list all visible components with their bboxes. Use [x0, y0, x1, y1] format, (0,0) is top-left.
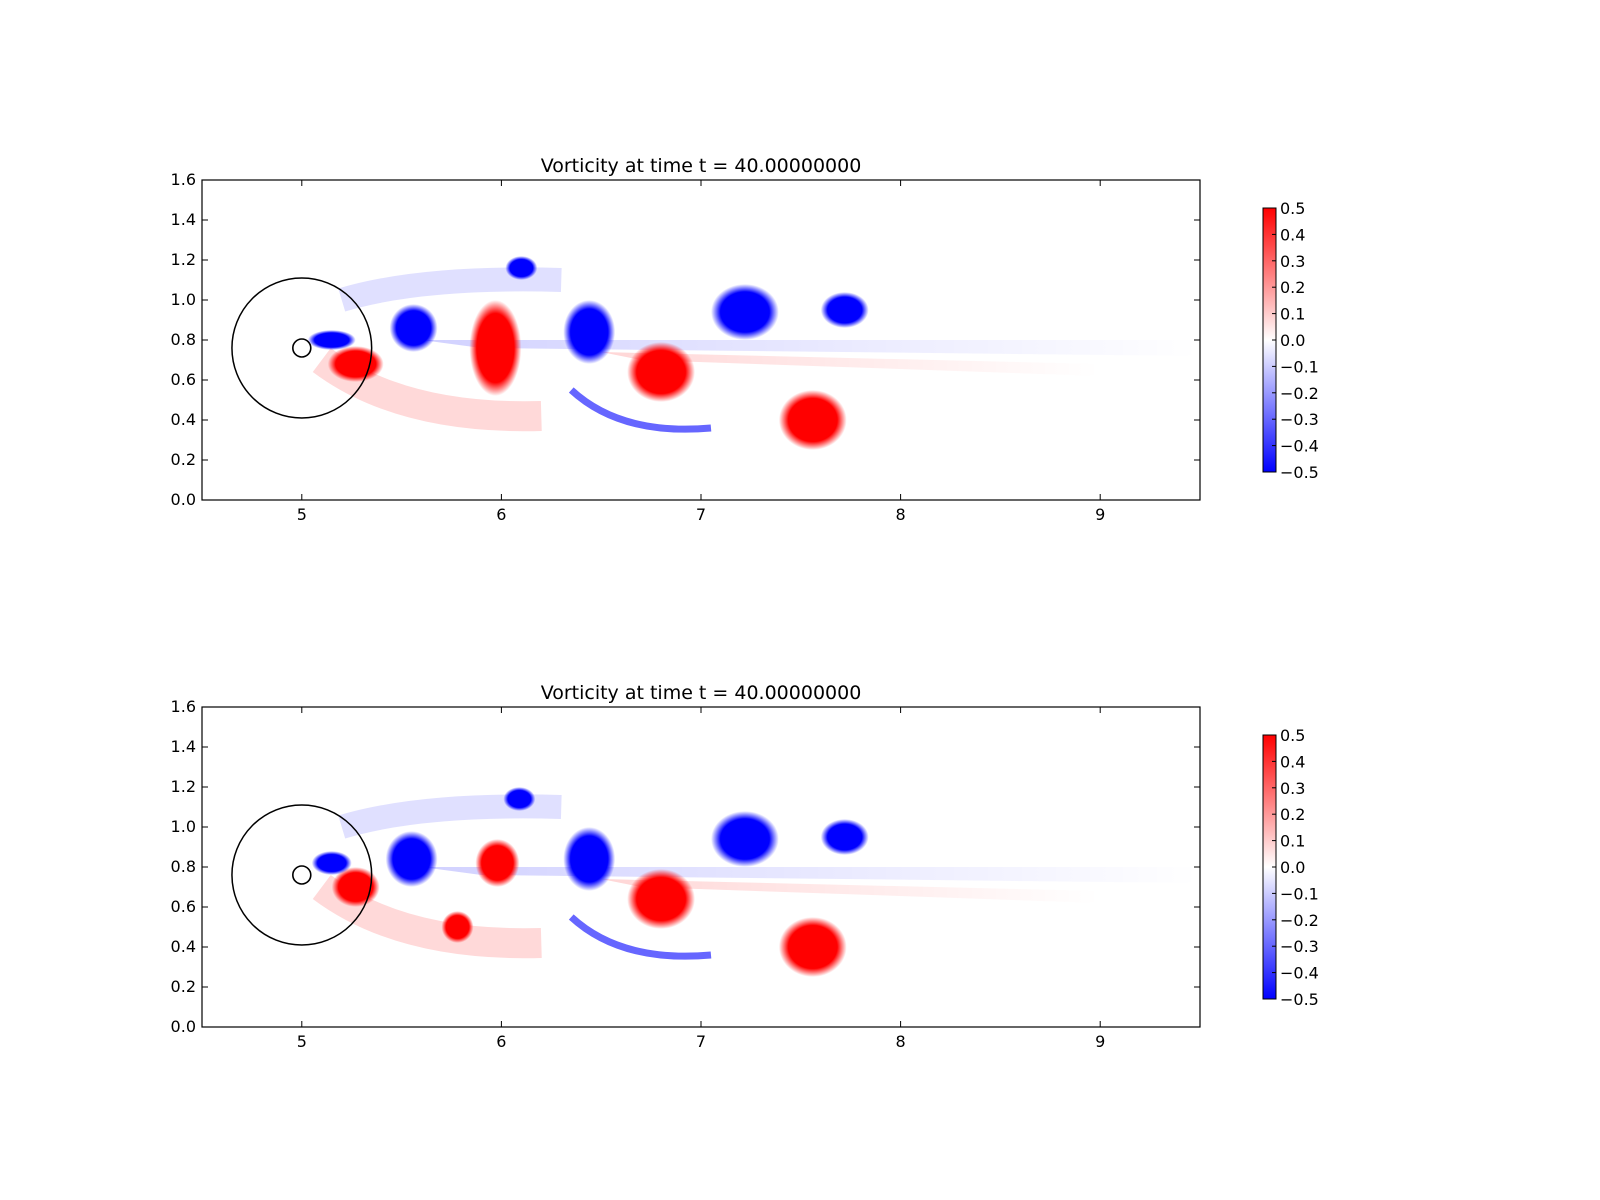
y-tick-label: 0.0	[171, 490, 196, 509]
colorbar-tick-label: −0.2	[1280, 384, 1319, 403]
y-tick-label: 1.4	[171, 737, 196, 756]
y-tick-label: 1.2	[171, 250, 196, 269]
colorbar-tick-label: 0.2	[1280, 805, 1305, 824]
colorbar-tick-label: 0.5	[1280, 726, 1305, 745]
colorbar-tick-label: −0.3	[1280, 937, 1319, 956]
vortex-positive	[778, 390, 847, 450]
x-tick-label: 8	[896, 505, 906, 524]
y-tick-label: 0.8	[171, 857, 196, 876]
x-tick-label: 5	[297, 505, 307, 524]
x-tick-label: 6	[496, 505, 506, 524]
vortex-negative	[820, 819, 869, 855]
y-tick-label: 0.4	[171, 410, 196, 429]
vorticity-plot-top: Vorticity at time t = 40.00000000 5 6 7 8 9 0.…	[171, 155, 1319, 524]
y-tick-label: 1.0	[171, 290, 196, 309]
vortex-positive	[475, 839, 520, 887]
wake-positive	[601, 879, 1101, 903]
colorbar-tick-label: 0.1	[1280, 832, 1305, 851]
vortex-negative	[710, 811, 779, 867]
colorbar-tick-label: 0.3	[1280, 779, 1305, 798]
y-tick-label: 0.2	[171, 977, 196, 996]
vorticity-plot-bottom: Vorticity at time t = 40.00000000 5 6 7 8 9 0.…	[171, 682, 1319, 1051]
colorbar-tick-label: 0.0	[1280, 858, 1305, 877]
wake-positive	[601, 352, 1101, 376]
y-tick-label: 0.6	[171, 897, 196, 916]
vortex-filament	[568, 914, 712, 960]
vorticity-field	[202, 707, 1200, 1027]
colorbar-tick-label: −0.1	[1280, 884, 1319, 903]
vortex-negative	[820, 292, 869, 328]
y-tick-label: 0.8	[171, 330, 196, 349]
colorbar-tick-label: 0.5	[1280, 199, 1305, 218]
colorbar-tick-label: 0.4	[1280, 752, 1305, 771]
colorbar-tick-label: −0.4	[1280, 437, 1319, 456]
colorbar-tick-label: 0.3	[1280, 252, 1305, 271]
shear-layer-negative	[338, 267, 562, 312]
y-tick-label: 1.4	[171, 210, 196, 229]
vortex-negative	[710, 284, 779, 340]
vortex-negative	[563, 827, 616, 891]
colorbar-tick-label: −0.4	[1280, 964, 1319, 983]
y-tick-label: 0.0	[171, 1017, 196, 1036]
chart-title: Vorticity at time t = 40.00000000	[541, 682, 862, 704]
wake-negative	[421, 867, 1200, 883]
colorbar-tick-label: −0.3	[1280, 410, 1319, 429]
y-tick-label: 1.6	[171, 697, 196, 716]
y-tick-label: 0.4	[171, 937, 196, 956]
colorbar-tick-label: 0.2	[1280, 278, 1305, 297]
chart-title: Vorticity at time t = 40.00000000	[541, 155, 862, 177]
cylinder-circle	[292, 865, 312, 885]
x-tick-label: 9	[1095, 1032, 1105, 1051]
x-tick-label: 9	[1095, 505, 1105, 524]
vortex-positive	[469, 300, 522, 396]
colorbar-tick-label: −0.5	[1280, 990, 1319, 1009]
outer-circle	[231, 277, 373, 419]
vortex-negative	[307, 330, 356, 350]
vortex-negative	[503, 787, 536, 811]
vortex-negative	[505, 256, 538, 280]
colorbar-tick-label: −0.2	[1280, 911, 1319, 930]
colorbar-tick-label: −0.5	[1280, 463, 1319, 482]
vortex-negative	[389, 304, 438, 352]
vortex-negative	[311, 851, 352, 875]
colorbar-tick-label: 0.4	[1280, 225, 1305, 244]
vortex-negative	[385, 831, 438, 887]
colorbar-tick-label: −0.1	[1280, 357, 1319, 376]
wake-negative	[421, 340, 1200, 356]
x-tick-label: 7	[696, 1032, 706, 1051]
y-tick-label: 0.2	[171, 450, 196, 469]
y-tick-label: 1.0	[171, 817, 196, 836]
outer-circle	[231, 804, 373, 946]
x-tick-label: 7	[696, 505, 706, 524]
y-tick-label: 0.6	[171, 370, 196, 389]
colorbar-tick-label: 0.0	[1280, 331, 1305, 350]
x-tick-label: 6	[496, 1032, 506, 1051]
y-tick-label: 1.2	[171, 777, 196, 796]
y-tick-label: 1.6	[171, 170, 196, 189]
vortex-negative	[563, 300, 616, 364]
vortex-filament	[568, 387, 712, 433]
vortex-positive	[627, 869, 696, 929]
cylinder-circle	[292, 338, 312, 358]
vortex-positive	[327, 346, 384, 382]
vortex-positive	[441, 911, 474, 943]
x-tick-label: 8	[896, 1032, 906, 1051]
colorbar-tick-label: 0.1	[1280, 305, 1305, 324]
x-tick-label: 5	[297, 1032, 307, 1051]
vortex-positive	[627, 342, 696, 402]
vorticity-field	[202, 180, 1200, 500]
vortex-positive	[778, 917, 847, 977]
